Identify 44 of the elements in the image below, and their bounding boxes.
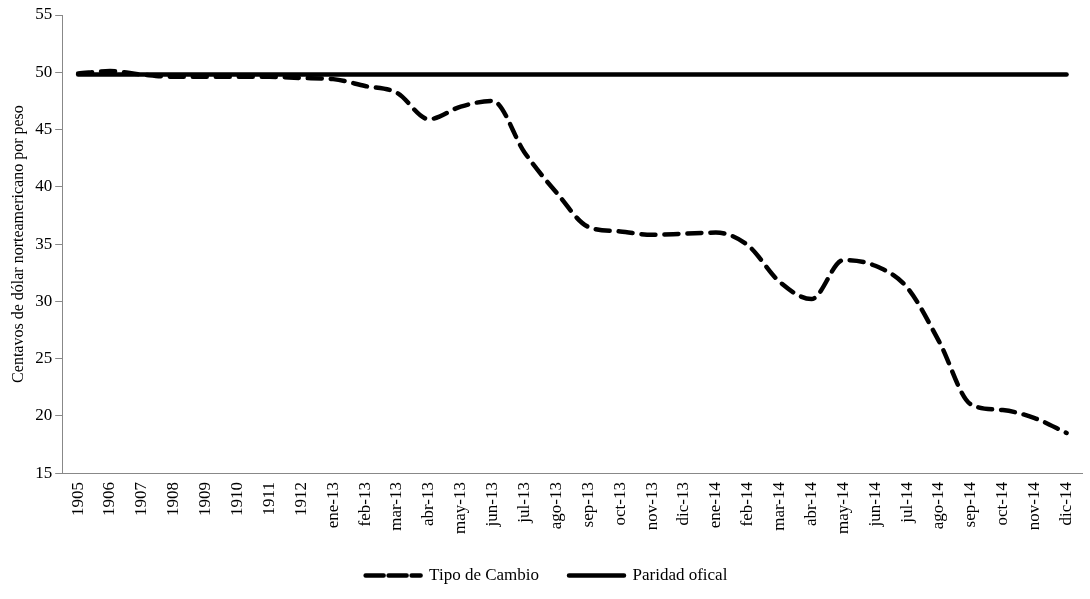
legend-label: Tipo de Cambio — [429, 564, 540, 584]
y-tick-label: 30 — [35, 290, 53, 310]
x-tick-label: 1911 — [258, 482, 278, 516]
x-tick-label: dic-14 — [1056, 481, 1076, 526]
x-tick-label: 1906 — [99, 482, 119, 517]
x-tick-label: sep-13 — [577, 482, 597, 528]
x-tick-label: feb-13 — [354, 482, 374, 527]
x-tick-label: nov-13 — [641, 482, 661, 531]
x-tick-label: feb-14 — [737, 481, 757, 527]
x-tick-label: ene-14 — [705, 481, 725, 529]
x-tick-label: 1912 — [290, 482, 310, 517]
x-tick-label: 1907 — [131, 481, 151, 517]
x-tick-label: mar-14 — [769, 481, 789, 531]
y-tick-label: 40 — [35, 176, 53, 196]
y-tick-label: 50 — [35, 61, 53, 81]
x-tick-label: nov-14 — [1024, 481, 1044, 531]
x-tick-label: 1905 — [67, 482, 87, 517]
x-tick-label: ago-14 — [928, 481, 948, 530]
x-tick-label: ago-13 — [545, 482, 565, 530]
y-axis-title: Centavos de dólar norteamericano por peso — [8, 105, 27, 383]
x-tick-label: jul-13 — [514, 482, 533, 524]
legend-label: Paridad ofical — [632, 564, 728, 584]
y-tick-label: 55 — [35, 4, 53, 24]
x-tick-label: jun-14 — [864, 481, 884, 528]
x-tick-label: 1908 — [163, 482, 183, 517]
x-tick-label: may-14 — [832, 481, 852, 535]
y-tick-label: 45 — [35, 118, 53, 138]
x-tick-label: oct-14 — [992, 481, 1012, 526]
x-tick-label: oct-13 — [609, 482, 629, 526]
x-tick-label: dic-13 — [673, 482, 693, 526]
x-tick-label: ene-13 — [322, 482, 342, 529]
y-tick-label: 15 — [35, 462, 53, 482]
x-tick-label: abr-14 — [800, 481, 820, 527]
x-tick-label: 1909 — [195, 482, 215, 517]
x-tick-label: abr-13 — [418, 482, 438, 527]
x-tick-label: sep-14 — [960, 481, 980, 528]
y-tick-label: 35 — [35, 233, 53, 253]
x-tick-label: may-13 — [450, 482, 470, 535]
x-tick-label: 1910 — [227, 482, 247, 517]
x-tick-label: jun-13 — [482, 482, 502, 528]
x-tick-label: mar-13 — [386, 482, 406, 531]
x-tick-label: jul-14 — [896, 481, 916, 524]
y-tick-label: 25 — [35, 348, 53, 368]
y-tick-label: 20 — [35, 405, 53, 425]
